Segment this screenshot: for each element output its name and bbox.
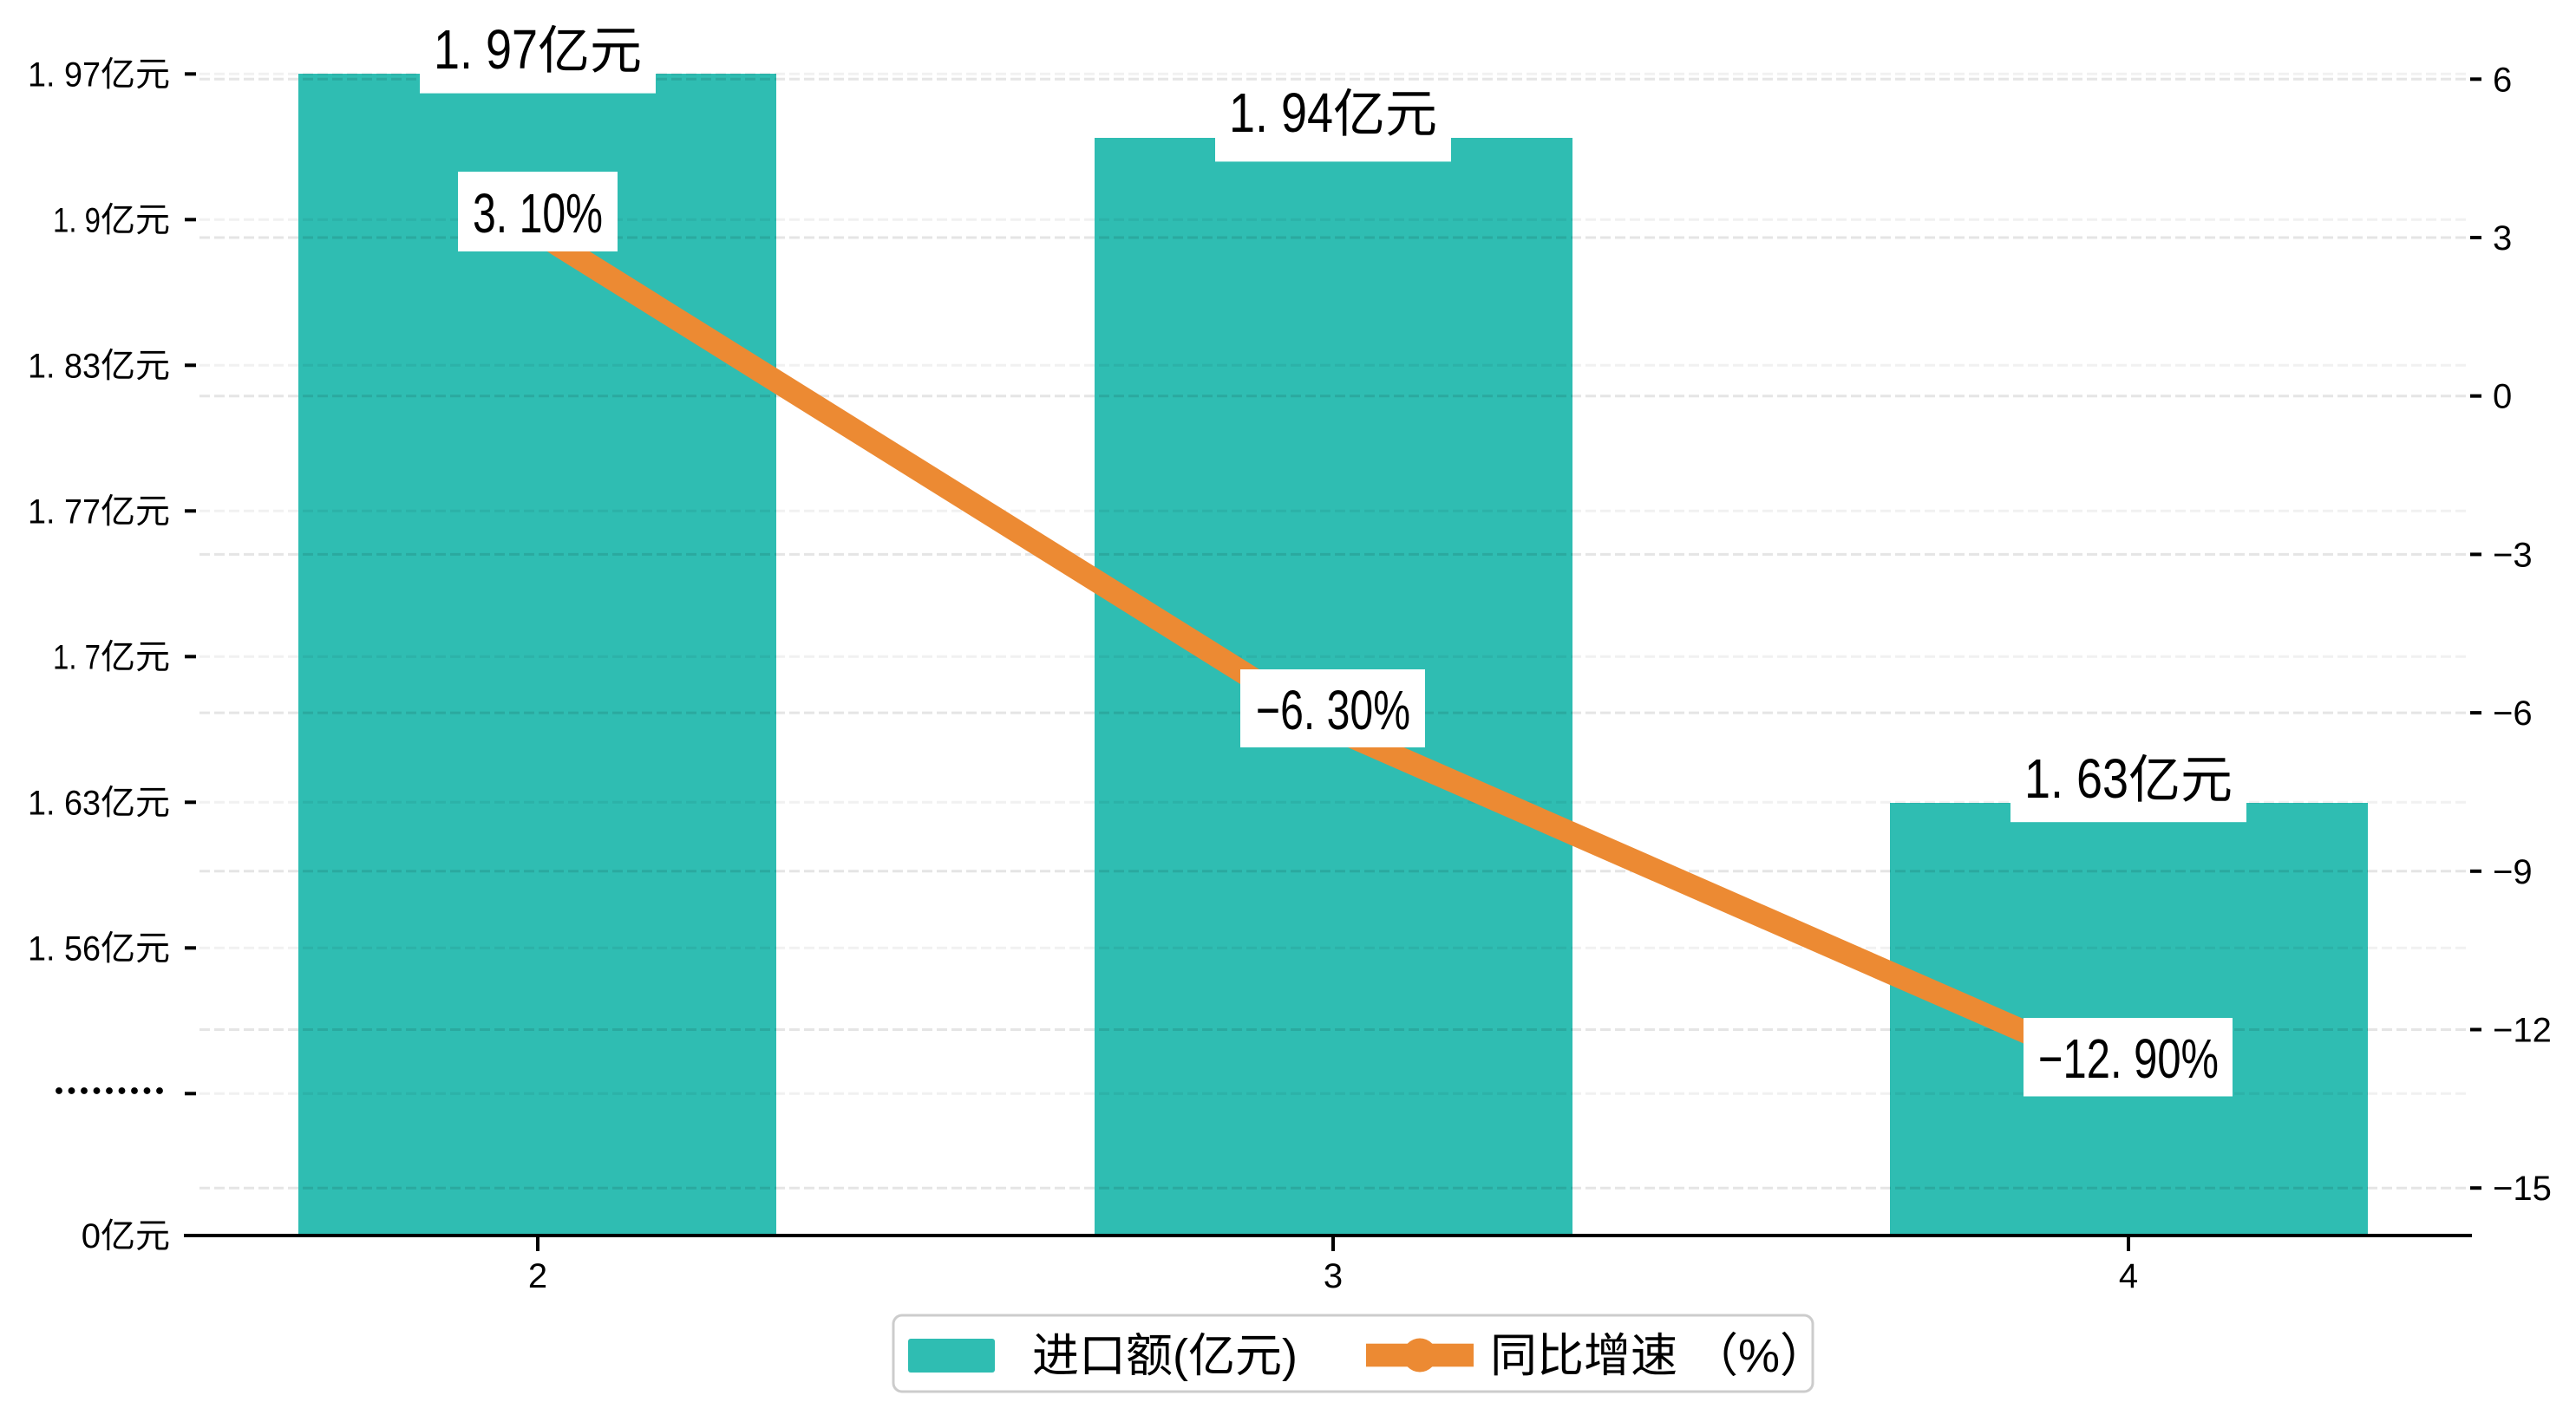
svg-text:1. 56: 1. 56 <box>28 929 101 968</box>
svg-text:−12: −12 <box>2493 1012 2552 1050</box>
svg-text:−3: −3 <box>2493 536 2533 574</box>
svg-text:6: 6 <box>2493 61 2512 99</box>
svg-text:1. 63: 1. 63 <box>28 784 101 822</box>
svg-text:0: 0 <box>82 1217 101 1255</box>
svg-text:1. 83: 1. 83 <box>28 347 101 385</box>
svg-text:1. 97: 1. 97 <box>434 18 538 81</box>
svg-text:−12. 90%: −12. 90% <box>2038 1027 2219 1090</box>
svg-text:3. 10%: 3. 10% <box>473 182 603 245</box>
svg-text:1. 9: 1. 9 <box>53 201 101 239</box>
svg-text:(: ( <box>1173 1330 1188 1382</box>
svg-text:1. 77: 1. 77 <box>28 492 101 531</box>
svg-text:1. 7: 1. 7 <box>53 638 101 676</box>
svg-text:0: 0 <box>2493 378 2512 416</box>
svg-text:): ) <box>1282 1330 1298 1382</box>
svg-text:−9: −9 <box>2493 853 2533 891</box>
svg-text:−15: −15 <box>2493 1170 2552 1208</box>
svg-text:3: 3 <box>2493 219 2512 258</box>
svg-text:2: 2 <box>528 1257 547 1295</box>
svg-text:1. 63: 1. 63 <box>2024 747 2128 810</box>
svg-text:−6: −6 <box>2493 694 2533 733</box>
svg-text:1. 97: 1. 97 <box>28 55 101 94</box>
svg-text:4: 4 <box>2119 1257 2138 1295</box>
svg-text:1. 94: 1. 94 <box>1229 82 1333 144</box>
svg-text:3: 3 <box>1324 1257 1343 1295</box>
svg-text:−6. 30%: −6. 30% <box>1256 679 1410 741</box>
svg-text:%: % <box>1738 1330 1780 1382</box>
